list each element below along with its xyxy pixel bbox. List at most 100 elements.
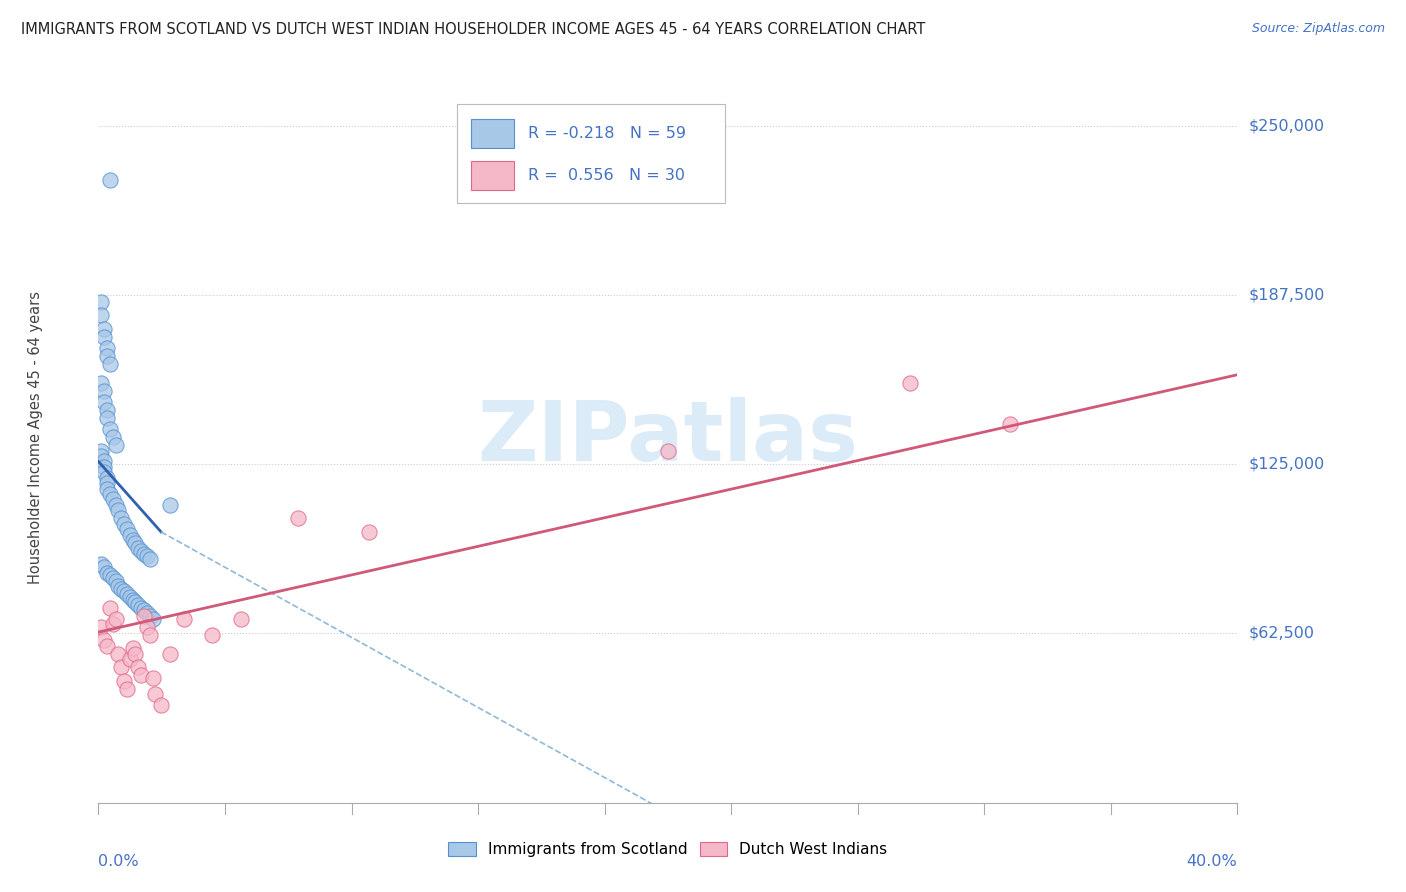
- Point: [135, 549, 157, 564]
- Point: [141, 611, 163, 625]
- Text: $125,000: $125,000: [1249, 457, 1324, 472]
- Point: [132, 547, 155, 561]
- Bar: [471, 161, 515, 190]
- Point: [173, 611, 195, 625]
- Point: [110, 582, 132, 596]
- Point: [90, 620, 112, 634]
- Point: [115, 587, 138, 601]
- Point: [98, 487, 121, 501]
- Point: [129, 600, 152, 615]
- Point: [110, 511, 132, 525]
- Point: [118, 527, 141, 541]
- Point: [98, 600, 121, 615]
- Point: [124, 535, 146, 549]
- Point: [107, 503, 129, 517]
- Point: [104, 438, 127, 452]
- Text: 40.0%: 40.0%: [1187, 854, 1237, 869]
- Point: [112, 584, 135, 599]
- Point: [90, 294, 112, 309]
- Point: [90, 308, 112, 322]
- Point: [132, 608, 155, 623]
- Point: [90, 558, 112, 572]
- Text: $187,500: $187,500: [1249, 287, 1324, 302]
- Point: [124, 647, 146, 661]
- Point: [96, 349, 118, 363]
- Point: [93, 322, 115, 336]
- Point: [93, 633, 115, 648]
- Point: [112, 673, 135, 688]
- Point: [118, 590, 141, 604]
- Point: [98, 357, 121, 371]
- Point: [96, 411, 118, 425]
- Point: [118, 652, 141, 666]
- Point: [898, 376, 921, 390]
- Point: [121, 592, 143, 607]
- Point: [132, 603, 155, 617]
- Point: [159, 647, 181, 661]
- Point: [96, 471, 118, 485]
- Point: [96, 341, 118, 355]
- Point: [127, 598, 149, 612]
- Point: [138, 608, 160, 623]
- Text: IMMIGRANTS FROM SCOTLAND VS DUTCH WEST INDIAN HOUSEHOLDER INCOME AGES 45 - 64 YE: IMMIGRANTS FROM SCOTLAND VS DUTCH WEST I…: [21, 22, 925, 37]
- Point: [104, 574, 127, 588]
- Point: [101, 617, 124, 632]
- Point: [127, 660, 149, 674]
- Point: [96, 403, 118, 417]
- Text: $62,500: $62,500: [1249, 626, 1315, 641]
- Point: [124, 595, 146, 609]
- Point: [150, 698, 173, 713]
- Point: [93, 454, 115, 468]
- Point: [101, 492, 124, 507]
- Point: [129, 668, 152, 682]
- Point: [96, 566, 118, 580]
- Point: [93, 465, 115, 479]
- Point: [104, 498, 127, 512]
- Point: [145, 688, 167, 702]
- Point: [107, 647, 129, 661]
- Point: [135, 606, 157, 620]
- Point: [96, 639, 118, 653]
- Point: [287, 511, 309, 525]
- Text: 0.0%: 0.0%: [98, 854, 139, 869]
- Point: [357, 524, 380, 539]
- Point: [90, 376, 112, 390]
- Point: [98, 172, 121, 186]
- Point: [115, 681, 138, 696]
- Text: R =  0.556   N = 30: R = 0.556 N = 30: [527, 168, 685, 183]
- Point: [229, 611, 252, 625]
- Point: [135, 620, 157, 634]
- Point: [129, 544, 152, 558]
- Point: [101, 430, 124, 444]
- Point: [107, 579, 129, 593]
- Point: [93, 330, 115, 344]
- Text: Householder Income Ages 45 - 64 years: Householder Income Ages 45 - 64 years: [28, 291, 44, 583]
- Point: [159, 498, 181, 512]
- Point: [998, 417, 1021, 431]
- Point: [138, 628, 160, 642]
- Point: [112, 516, 135, 531]
- Text: Source: ZipAtlas.com: Source: ZipAtlas.com: [1251, 22, 1385, 36]
- Point: [90, 449, 112, 463]
- Text: R = -0.218   N = 59: R = -0.218 N = 59: [527, 126, 686, 141]
- Point: [115, 522, 138, 536]
- Point: [93, 560, 115, 574]
- Point: [141, 671, 163, 685]
- Point: [93, 459, 115, 474]
- Bar: [471, 119, 515, 148]
- Point: [121, 533, 143, 547]
- Point: [138, 552, 160, 566]
- Point: [201, 628, 224, 642]
- Legend: Immigrants from Scotland, Dutch West Indians: Immigrants from Scotland, Dutch West Ind…: [440, 834, 896, 864]
- Point: [104, 611, 127, 625]
- Point: [96, 476, 118, 491]
- Point: [98, 422, 121, 436]
- Point: [657, 443, 679, 458]
- Point: [127, 541, 149, 556]
- Text: $250,000: $250,000: [1249, 118, 1324, 133]
- FancyBboxPatch shape: [457, 104, 725, 203]
- Point: [93, 395, 115, 409]
- Point: [98, 568, 121, 582]
- Text: ZIPatlas: ZIPatlas: [478, 397, 858, 477]
- Point: [93, 384, 115, 398]
